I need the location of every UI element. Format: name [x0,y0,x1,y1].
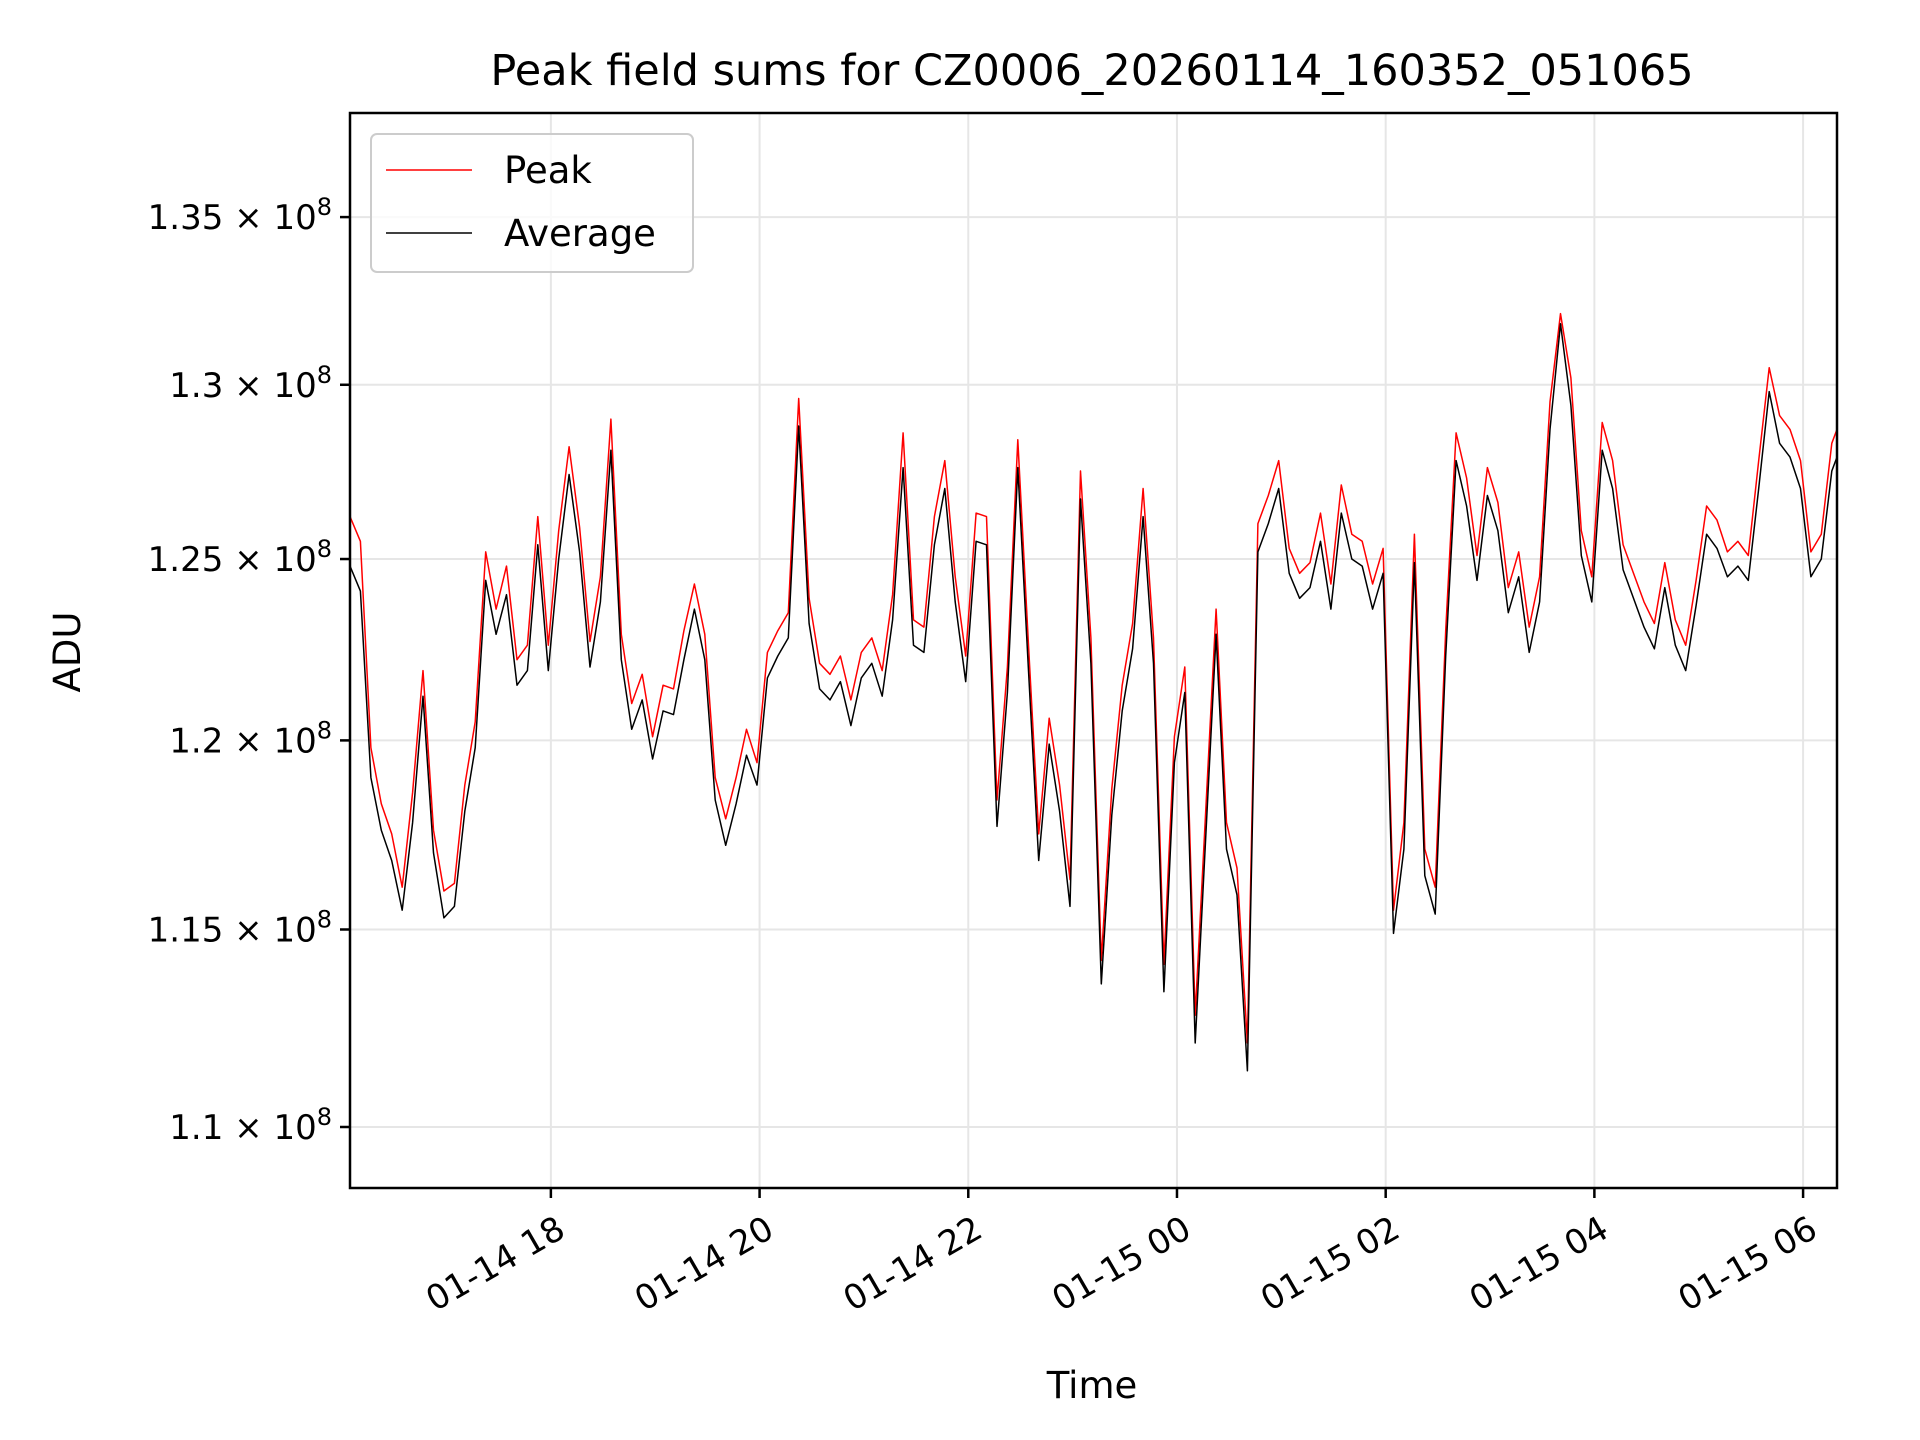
y-tick-label: 1.25 × 108 [148,535,332,580]
series-line-peak [350,312,1837,1044]
y-tick-label: 1.1 × 108 [169,1103,332,1148]
legend: Peak Average [370,133,694,273]
y-tick-label: 1.35 × 108 [148,193,332,238]
y-tick-label: 1.2 × 108 [169,716,332,761]
x-axis-label: Time [1046,1364,1138,1407]
y-axis-label: ADU [46,612,89,693]
y-tick-label: 1.15 × 108 [148,905,332,950]
legend-label-average: Average [504,212,656,255]
series-line-average [350,322,1837,1072]
y-axis: 1.1 × 108 1.15 × 108 1.2 × 108 1.25 × 108 1.… [148,193,350,1148]
legend-box [370,133,694,273]
series-layer [350,312,1837,1072]
y-tick-label: 1.3 × 108 [169,361,332,406]
plot-frame [348,111,1839,1190]
chart-title: Peak field sums for CZ0006_20260114_1603… [490,46,1693,96]
legend-label-peak: Peak [504,149,592,192]
